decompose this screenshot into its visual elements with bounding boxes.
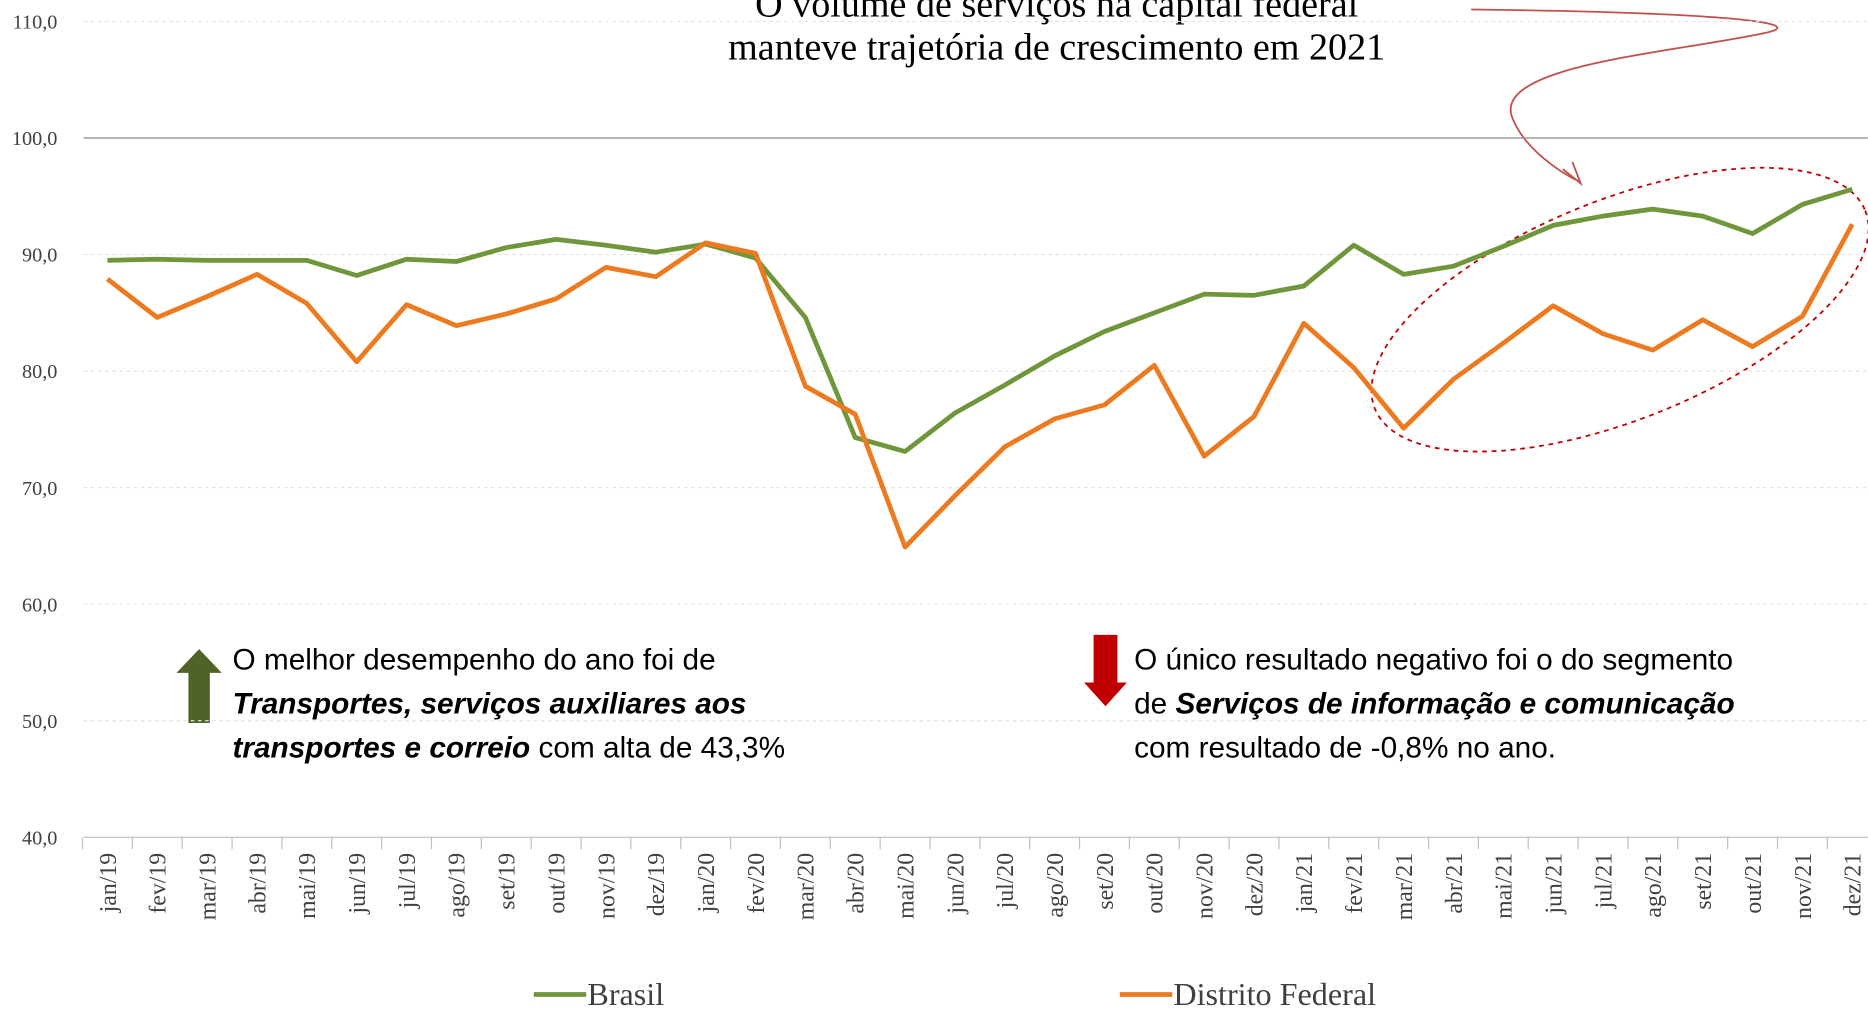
chart-title: manteve trajetória de crescimento em 202… [728, 27, 1385, 69]
x-tick-label: fev/20 [744, 853, 770, 914]
x-tick-label: jul/20 [993, 853, 1019, 910]
annotation-line: O único resultado negativo foi o do segm… [1134, 643, 1733, 676]
x-tick-label: jan/21 [1292, 853, 1318, 914]
x-tick-label: mai/21 [1492, 853, 1518, 919]
annotation-text: Transportes, serviços auxiliares aos [232, 687, 746, 720]
x-tick-label: fev/21 [1342, 853, 1368, 914]
x-tick-label: abr/21 [1442, 853, 1468, 914]
annotation-text: transportes e correio [232, 732, 530, 765]
line-series [107, 186, 1853, 454]
down-arrow-icon [1084, 634, 1127, 707]
legend-label: Distrito Federal [1173, 976, 1376, 1010]
x-tick-label: mar/20 [794, 853, 820, 920]
annotation-line: com resultado de -0,8% no ano. [1134, 732, 1556, 765]
x-tick-label: dez/20 [1242, 853, 1268, 916]
x-tick-label: out/21 [1741, 853, 1767, 914]
y-tick-label: 90,0 [22, 245, 57, 267]
x-tick-label: out/20 [1143, 853, 1169, 914]
x-tick-label: mar/19 [195, 853, 221, 920]
highlight-ellipse [1370, 166, 1868, 453]
x-tick-label: set/20 [1093, 853, 1119, 910]
up-arrow-icon [176, 649, 222, 723]
annotation-line: transportes e correio com alta de 43,3% [232, 732, 785, 765]
annotation-text: de [1134, 687, 1175, 720]
x-tick-label: nov/20 [1193, 853, 1219, 919]
x-tick-label: mai/19 [295, 853, 321, 919]
annotation-line: de Serviços de informação e comunicação [1134, 687, 1735, 720]
x-tick-label: dez/19 [644, 853, 670, 916]
x-tick-label: mar/21 [1392, 853, 1418, 920]
x-tick-label: jun/21 [1542, 853, 1568, 915]
x-tick-label: jun/19 [345, 853, 371, 915]
annotation-text: com alta de 43,3% [530, 732, 785, 765]
x-tick-label: abr/19 [245, 853, 271, 914]
y-tick-label: 110,0 [13, 12, 58, 34]
x-tick-label: jan/19 [96, 853, 122, 914]
annotation-line: Transportes, serviços auxiliares aos [232, 687, 746, 720]
annotation-text: O melhor desempenho do ano foi de [232, 643, 715, 676]
y-tick-label: 80,0 [22, 361, 57, 383]
x-tick-label: jan/20 [694, 853, 720, 914]
x-tick-label: mai/20 [893, 853, 919, 919]
line-series [105, 223, 1855, 550]
callout-arrowhead [1562, 161, 1583, 187]
y-tick-label: 60,0 [22, 594, 57, 616]
legend-label: Brasil [587, 976, 664, 1010]
x-tick-label: ago/21 [1641, 853, 1667, 918]
callout-arrow [1471, 8, 1779, 182]
x-tick-label: ago/19 [445, 853, 471, 918]
x-tick-label: out/19 [544, 853, 570, 914]
annotation-text: Serviços de informação e comunicação [1175, 687, 1734, 720]
annotation-text: com resultado de -0,8% no ano. [1134, 732, 1556, 765]
x-tick-label: jul/21 [1591, 853, 1617, 910]
x-tick-label: abr/20 [844, 853, 870, 914]
x-tick-label: jun/20 [943, 853, 969, 915]
x-tick-label: ago/20 [1043, 853, 1069, 918]
x-tick-label: nov/19 [594, 853, 620, 919]
y-tick-label: 100,0 [12, 128, 58, 150]
x-tick-label: jul/19 [395, 853, 421, 910]
y-tick-label: 40,0 [22, 827, 57, 849]
x-tick-label: set/21 [1691, 853, 1717, 910]
annotation-line: O melhor desempenho do ano foi de [232, 643, 715, 676]
annotation-text: O único resultado negativo foi o do segm… [1134, 643, 1733, 676]
x-tick-label: dez/21 [1841, 853, 1867, 916]
y-tick-label: 50,0 [22, 711, 57, 733]
x-tick-label: set/19 [495, 853, 521, 910]
x-tick-label: fev/19 [146, 853, 172, 914]
y-tick-label: 70,0 [22, 478, 57, 500]
x-tick-label: nov/21 [1791, 853, 1817, 919]
